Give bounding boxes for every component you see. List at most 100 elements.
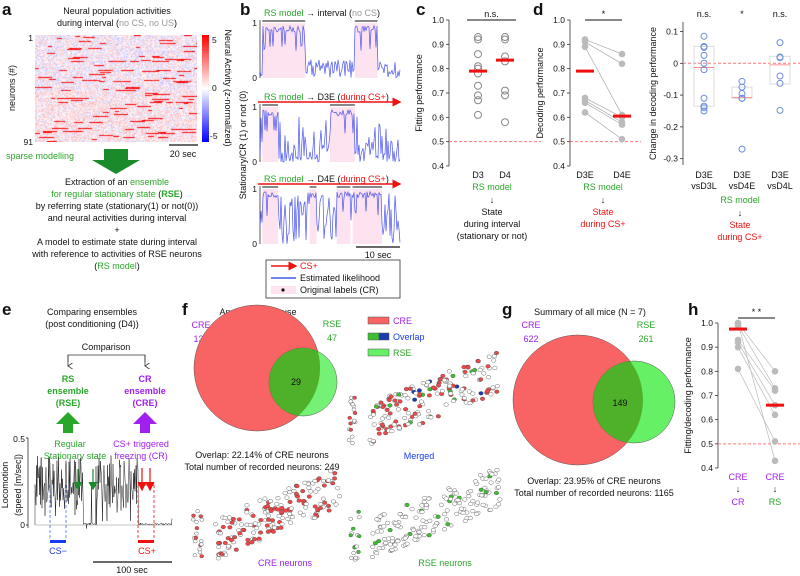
neuron-unlabeled (405, 422, 411, 427)
neuron-unlabeled (474, 512, 479, 517)
neuron-merged (379, 422, 385, 427)
scale-bar-label: 10 sec (365, 250, 392, 260)
neuron-unlabeled (395, 539, 401, 544)
neuron-unlabeled (402, 393, 408, 398)
y-tick: 0 (252, 157, 257, 167)
neuron-cre (197, 550, 203, 555)
neuron-unlabeled (411, 527, 416, 532)
arrow: → D3E ( (304, 92, 341, 102)
svg-text:CR: CR (732, 497, 745, 507)
neuron-unlabeled (297, 510, 303, 515)
cs-plus-bar (138, 540, 154, 543)
neuron-cre (229, 520, 235, 525)
colorbar-tick: 5 (212, 35, 217, 45)
neuron-merged (376, 431, 382, 436)
neuron-unlabeled (428, 415, 434, 420)
neuron-cre (268, 509, 274, 514)
neuron-unlabeled (284, 495, 290, 500)
c-model-label: RS model (472, 182, 512, 192)
c-arrow: ↓ (490, 195, 495, 205)
data-point (700, 32, 708, 40)
legend-original-labels: Original labels (CR) (300, 285, 379, 295)
data-point (700, 104, 708, 112)
mean-bar (576, 69, 594, 73)
neuron-unlabeled (477, 367, 483, 372)
y-tick-label: 0.4 (553, 161, 565, 171)
neuron-unlabeled (381, 512, 387, 517)
neuron-unlabeled (459, 506, 464, 511)
panel-a: Neural population activities during inte… (6, 6, 233, 271)
neuron-cre (193, 539, 198, 544)
neuron-unlabeled (385, 415, 391, 420)
y-tick-label: 0.5 (432, 137, 444, 147)
d-model-label: RS model (583, 182, 623, 192)
y-tick-label: 1.0 (432, 15, 444, 25)
pair-line (584, 46, 623, 116)
box (769, 55, 791, 85)
h-x-label: CRE (728, 472, 747, 482)
neuron-unlabeled (337, 494, 342, 499)
paren: ) (386, 92, 389, 102)
neuron-merged (346, 438, 352, 443)
neuron-cre (233, 547, 239, 552)
neuron-cre (258, 530, 263, 535)
legend-cre-swatch (367, 316, 390, 325)
locomotion-trace (34, 455, 173, 529)
neuron-merged (485, 364, 491, 369)
neuron-merged (348, 427, 353, 432)
y-tick-label: 0.7 (701, 391, 713, 401)
svg-text:for regular stationary state (: for regular stationary state (RSE) (51, 189, 183, 199)
y-axis-label: Fitting/decoding performance (683, 337, 693, 454)
significance-label: * (740, 9, 744, 19)
neuron-unlabeled (448, 497, 453, 502)
y-tick-label: 0.6 (432, 112, 444, 122)
neuron-merged (403, 387, 409, 392)
neuron-unlabeled (330, 499, 336, 504)
overlap-venn-region (593, 361, 643, 443)
neuron-unlabeled (312, 515, 318, 520)
neuron-unlabeled (391, 422, 397, 427)
panel-h: 0.4 0.5 0.6 0.7 0.8 0.9 1.0 Fitting/decoding pe… (683, 307, 800, 473)
legend-overlap-swatch (367, 332, 380, 341)
x-tick-label: D3E (733, 170, 751, 180)
panel-b-ylabel: Stationary/CR (1) or not (0) (238, 91, 248, 200)
neuron-merged (348, 399, 353, 404)
neuron-cre (192, 553, 198, 558)
neuron-merged (352, 395, 357, 400)
svg-text:(RS model): (RS model) (94, 261, 140, 271)
neuron-unlabeled (226, 515, 232, 520)
y-tick-label: 0.8 (701, 366, 713, 376)
neuron-unlabeled (306, 485, 312, 490)
data-point (474, 81, 482, 90)
neuron-unlabeled (444, 517, 449, 522)
neuron-unlabeled (287, 511, 292, 516)
neuron-cre (287, 499, 293, 504)
neuron-unlabeled (431, 528, 436, 533)
total-text: Total number of recorded neurons: 249 (184, 462, 339, 472)
green-arrow-icon (88, 469, 98, 491)
data-point (738, 77, 746, 85)
neuron-unlabeled (488, 507, 493, 512)
estimated-likelihood-line (259, 109, 401, 163)
neuron-unlabeled (442, 527, 447, 532)
svg-text:and neural activities during i: and neural activities during interval (48, 213, 187, 223)
rse-count: 261 (638, 334, 653, 344)
neuron-rse (357, 534, 362, 539)
neuron-unlabeled (442, 512, 448, 517)
y-axis-label: Fitting performance (414, 54, 424, 132)
neuron-unlabeled (426, 409, 431, 414)
neuron-merged (435, 414, 441, 419)
neuron-cre (195, 509, 200, 514)
scale-bar-label: 20 sec (170, 149, 197, 159)
panel-label-g: g (502, 300, 512, 319)
scale-bar-label: 100 sec (116, 565, 148, 575)
data-point (474, 35, 482, 44)
data-point (618, 121, 626, 128)
x-tick-label: D4E (613, 170, 631, 180)
panel-d: 0.4 0.5 0.6 0.7 0.8 0.9 1.0 Decoding performanc… (535, 9, 641, 180)
y-tick-label: 0.5 (553, 137, 565, 147)
sparse-modelling-label: sparse modelling (6, 151, 74, 161)
panel-b: Stationary/CR (1) or not (0) RS model → … (238, 8, 402, 299)
neuron-cre (245, 541, 251, 546)
neuron-cre (270, 518, 275, 523)
